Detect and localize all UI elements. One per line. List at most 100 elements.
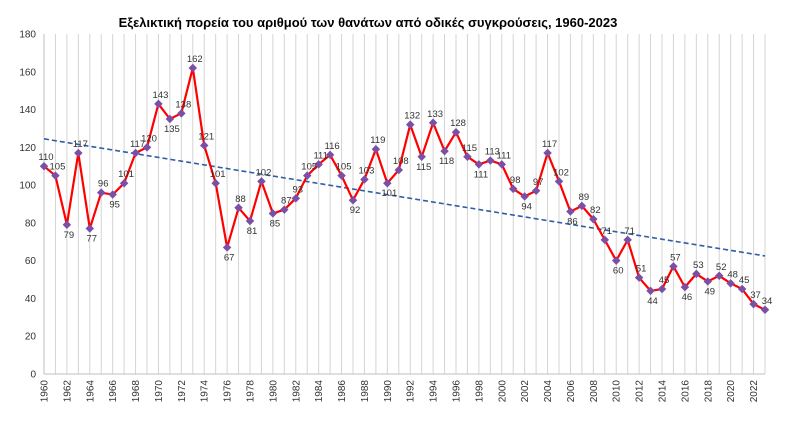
data-point-2023 [760,305,770,315]
y-tick-label-120: 120 [19,143,36,154]
x-tick-label-1976: 1976 [223,380,234,403]
data-label-2004: 117 [542,139,557,150]
data-label-1976: 67 [224,252,235,263]
data-point-1994 [428,118,438,128]
data-point-1965 [96,188,106,197]
data-label-2011: 71 [624,226,635,237]
data-labels-group: 1101057911777969510111712014313513816212… [38,54,772,307]
data-label-2021: 45 [739,275,750,286]
data-point-2016 [680,282,690,292]
data-label-1963: 117 [73,139,88,150]
data-label-1993: 115 [416,162,431,173]
x-tick-label-2008: 2008 [589,380,600,403]
data-point-1971 [165,114,175,124]
data-label-2022: 37 [750,290,761,301]
data-point-1995 [440,146,449,156]
data-label-1986: 105 [336,162,352,173]
data-label-2012: 51 [636,264,647,275]
x-tick-label-1980: 1980 [268,380,279,403]
data-point-1976 [222,243,232,252]
data-label-1960: 110 [38,152,53,163]
data-point-2018 [703,277,713,286]
data-label-2019: 52 [716,262,727,273]
x-tick-label-1970: 1970 [154,380,165,403]
data-label-2015: 57 [670,252,681,263]
data-point-2022 [749,299,758,309]
data-point-1972 [177,109,186,118]
data-label-1982: 93 [292,184,303,195]
data-label-2023: 34 [762,296,773,307]
data-point-1988 [360,175,369,184]
x-tick-label-2006: 2006 [566,380,577,403]
data-label-1984: 111 [313,150,327,161]
data-label-1962: 79 [64,230,75,241]
x-tick-label-1972: 1972 [177,380,188,403]
data-point-1970 [154,99,163,109]
data-label-2010: 60 [613,266,624,277]
data-label-1988: 103 [359,165,375,176]
data-label-2001: 98 [510,175,521,186]
x-tick-label-2012: 2012 [635,380,646,403]
data-label-1964: 77 [86,234,97,245]
data-point-1961 [51,171,60,180]
data-point-2014 [657,284,667,294]
x-tick-label-1986: 1986 [337,380,348,403]
y-tick-label-140: 140 [19,105,36,116]
data-point-2019 [714,271,724,281]
data-label-2018: 49 [704,286,715,297]
x-tick-label-1974: 1974 [200,380,211,403]
x-tick-label-2000: 2000 [497,380,508,403]
data-label-1990: 101 [381,188,397,199]
x-tick-label-1982: 1982 [291,380,302,403]
x-tick-label-1978: 1978 [246,380,257,403]
data-point-1984 [314,160,323,169]
data-point-1991 [394,165,404,175]
data-label-1970: 143 [153,90,169,101]
data-label-2009: 71 [601,226,612,237]
x-tick-label-1992: 1992 [406,380,417,403]
x-tick-label-1964: 1964 [85,380,96,403]
data-label-1999: 113 [485,147,500,158]
data-label-2003: 97 [533,177,544,188]
y-tick-label-80: 80 [25,218,37,229]
data-label-1985: 116 [325,141,340,152]
data-label-1966: 95 [109,200,120,211]
data-label-1998: 111 [474,169,488,180]
data-point-1975 [211,178,220,188]
data-label-1996: 128 [450,118,466,129]
axes [43,34,765,375]
data-point-2010 [611,256,621,265]
data-point-1998 [474,160,484,169]
data-label-1987: 92 [350,205,361,216]
data-point-1982 [291,194,301,203]
trendline-group [43,138,766,257]
y-tick-label-180: 180 [19,30,36,41]
data-point-2013 [646,286,655,296]
x-tick-label-2010: 2010 [612,380,623,403]
data-point-2012 [634,273,644,282]
data-label-2000: 111 [497,150,511,161]
data-point-1967 [119,178,129,188]
x-tick-label-1984: 1984 [314,380,325,403]
data-label-2007: 89 [579,192,590,203]
data-label-1969: 120 [141,133,157,144]
data-point-2015 [669,262,678,271]
data-point-1973 [188,63,198,73]
data-label-1974: 121 [198,131,214,142]
trendline [43,138,766,257]
x-tick-label-1960: 1960 [40,380,51,403]
x-tick-label-1962: 1962 [62,380,73,403]
data-point-1987 [348,195,358,205]
data-label-1971: 135 [164,124,180,135]
data-label-2006: 86 [567,217,578,228]
data-label-2013: 44 [647,296,658,307]
x-tick-label-1998: 1998 [474,380,485,403]
data-point-1999 [486,156,495,165]
data-point-2021 [737,284,747,294]
data-label-2002: 94 [521,201,532,212]
series-group [39,63,770,315]
data-point-1960 [39,161,49,171]
data-label-2016: 46 [682,292,693,303]
y-axis-ticks: 0 20 40 60 80 100 120 140 160 180 [19,30,36,381]
